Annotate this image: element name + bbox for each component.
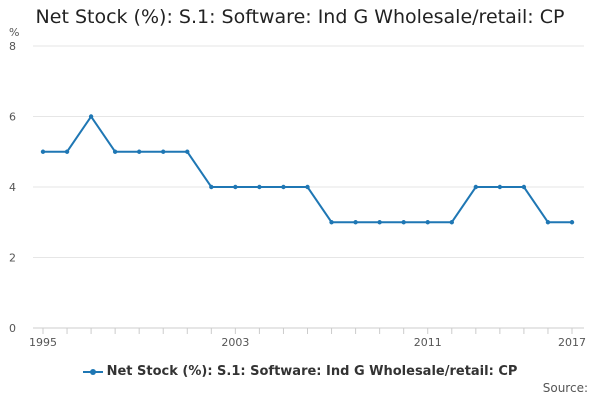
series-group: [40, 114, 575, 225]
y-tick-label: 4: [9, 181, 16, 194]
data-point[interactable]: [305, 184, 310, 190]
data-point[interactable]: [257, 184, 262, 190]
data-point[interactable]: [497, 184, 503, 190]
y-tick-label: 6: [9, 111, 16, 124]
data-point[interactable]: [377, 220, 382, 225]
y-axis-unit: %: [9, 26, 19, 39]
source-label: Source:: [542, 381, 588, 395]
x-tick-label: 2011: [414, 336, 442, 349]
series-line: [43, 114, 572, 224]
data-point[interactable]: [353, 220, 358, 225]
data-point[interactable]: [161, 149, 166, 154]
y-tick-label: 2: [9, 252, 16, 265]
data-point[interactable]: [569, 220, 575, 225]
y-tick-label: 0: [9, 322, 16, 335]
legend[interactable]: Net Stock (%): S.1: Software: Ind G Whol…: [0, 364, 600, 379]
data-point[interactable]: [425, 220, 430, 225]
data-point[interactable]: [401, 220, 406, 225]
data-point[interactable]: [545, 220, 551, 225]
data-point[interactable]: [112, 149, 118, 154]
data-point[interactable]: [449, 220, 454, 225]
data-point[interactable]: [88, 114, 94, 119]
data-point[interactable]: [233, 184, 238, 190]
chart-title: Net Stock (%): S.1: Software: Ind G Whol…: [35, 6, 565, 28]
legend-line-icon: [82, 366, 103, 378]
x-tick-label: 2017: [558, 336, 586, 349]
x-axis: 1995 2003 2011 2017: [29, 328, 586, 349]
y-axis: 0 2 4 6 8: [9, 40, 16, 335]
data-point[interactable]: [329, 220, 334, 225]
data-point[interactable]: [209, 184, 214, 190]
data-point[interactable]: [281, 184, 286, 190]
x-tick-label: 1995: [29, 336, 57, 349]
data-point[interactable]: [473, 184, 479, 190]
data-point[interactable]: [185, 149, 190, 154]
data-point[interactable]: [521, 184, 527, 190]
y-tick-label: 8: [9, 40, 16, 53]
legend-label: Net Stock (%): S.1: Software: Ind G Whol…: [106, 364, 518, 379]
data-point[interactable]: [64, 149, 70, 154]
x-tick-label: 2003: [221, 336, 249, 349]
data-point[interactable]: [136, 149, 142, 154]
data-point[interactable]: [40, 149, 46, 154]
